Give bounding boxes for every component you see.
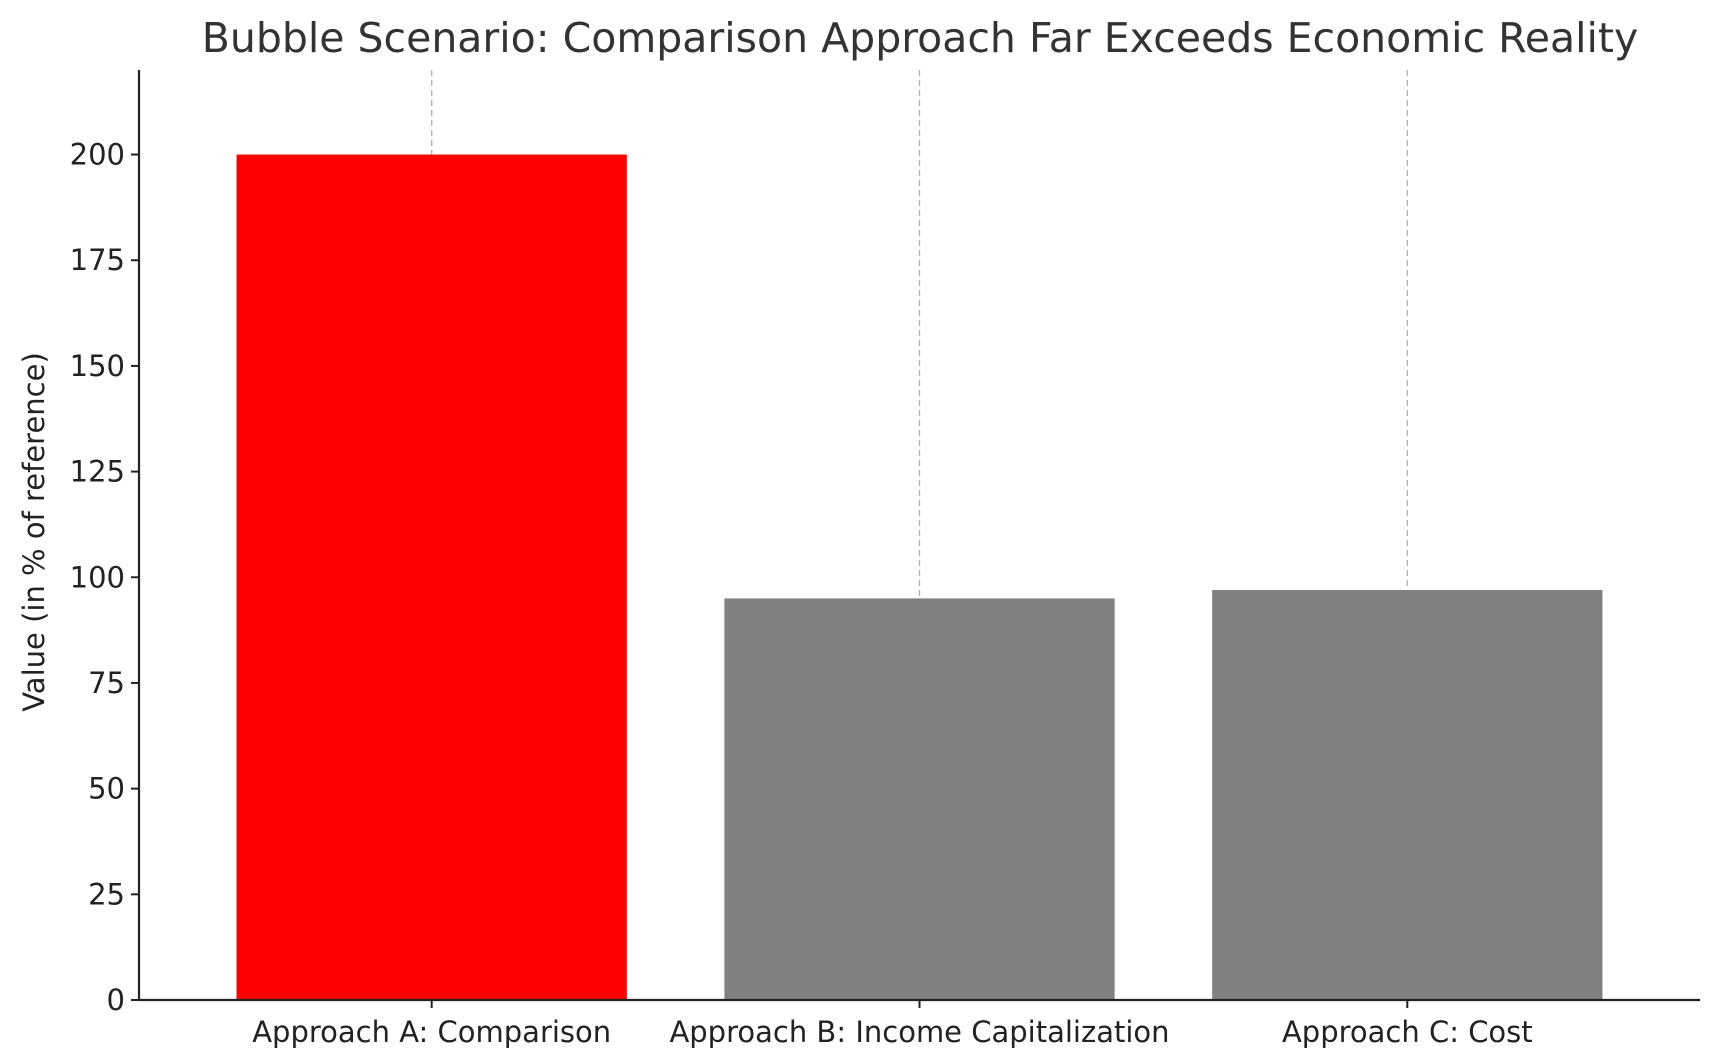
y-axis-label: Value (in % of reference) — [17, 352, 51, 712]
y-tick-label-4: 75 — [88, 666, 125, 700]
x-tick-label-3: Approach C: Cost — [1282, 1015, 1533, 1049]
bar-1 — [236, 154, 627, 1000]
y-tick-label-2: 25 — [88, 877, 125, 911]
x-tick-label-2: Approach B: Income Capitalization — [669, 1015, 1169, 1049]
bar-3 — [1212, 589, 1603, 1000]
y-tick-label-6: 125 — [70, 455, 125, 489]
chart-title: Bubble Scenario: Comparison Approach Far… — [202, 14, 1639, 62]
y-tick-label-8: 175 — [70, 243, 125, 277]
x-axis-ticks: Approach A: Comparison Approach B: Income… — [252, 1000, 1533, 1049]
bars — [236, 154, 1603, 1000]
y-tick-label-7: 150 — [70, 349, 125, 383]
x-tick-label-1: Approach A: Comparison — [252, 1015, 611, 1049]
y-tick-label-3: 50 — [88, 772, 125, 806]
y-tick-label-5: 100 — [70, 560, 125, 594]
y-tick-label-1: 0 — [107, 983, 125, 1017]
y-tick-label-9: 200 — [70, 138, 125, 172]
y-axis-ticks: 0 25 50 75 100 125 150 175 200 — [70, 138, 139, 1017]
bar-2 — [724, 598, 1115, 1000]
